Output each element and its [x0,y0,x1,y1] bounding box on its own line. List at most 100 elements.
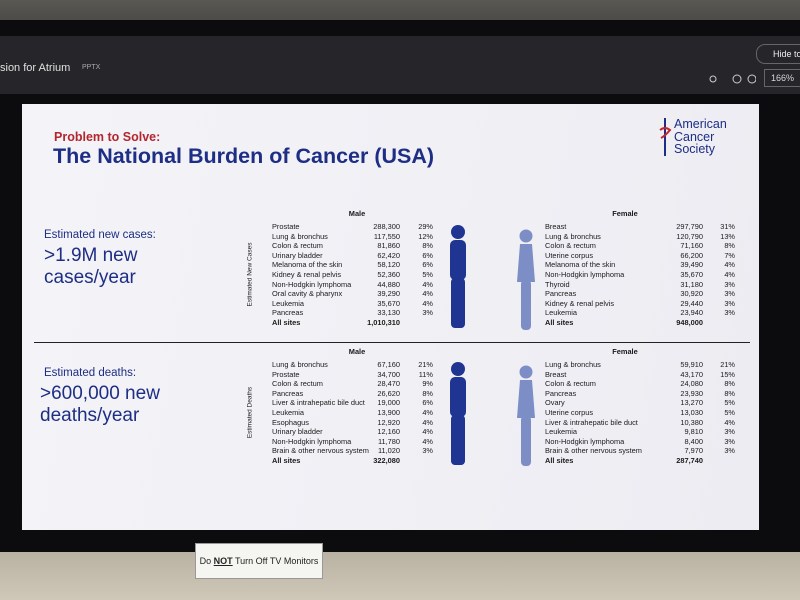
file-type: PPTX [82,64,101,71]
logo-line: Society [674,142,715,156]
hide-tools-button[interactable]: Hide too [756,44,800,64]
percent: 3% [422,308,433,318]
percent: 8% [422,241,433,251]
percent: 6% [422,260,433,270]
percent: 4% [724,270,735,279]
case-count: 71,160 [680,241,703,251]
site-name: Colon & rectum [545,241,596,251]
slide-title: The National Burden of Cancer (USA) [53,144,435,168]
case-count: 120,790 [676,231,703,241]
site-name: Non-Hodgkin lymphoma [545,436,625,446]
case-count: 11,020 [377,446,400,456]
site-name: Thyroid [545,279,570,289]
case-count: 23,930 [680,388,703,398]
case-count: 29,440 [680,298,703,308]
percent: 3% [724,289,735,299]
site-name: Colon & rectum [272,241,323,251]
sticker: Do NOT Turn Off TV Monitors [195,543,323,579]
site-name: Lung & bronchus [545,360,601,369]
case-count: 13,270 [680,398,703,408]
case-count: 52,360 [377,270,400,279]
site-name: Kidney & renal pelvis [545,298,615,308]
percent: 5% [724,398,735,408]
section-label: Estimated deaths: [44,367,137,379]
case-count: 11,780 [377,436,400,446]
percent: 3% [724,427,735,437]
site-name: Melanoma of the skin [545,260,616,270]
case-count: 67,160 [377,360,400,369]
site-name: Breast [545,369,567,379]
percent: 3% [724,308,735,318]
percent: 4% [422,298,433,308]
site-name: Breast [545,222,567,231]
case-count: 19,000 [377,398,400,408]
site-name: Pancreas [545,289,577,299]
site-name: Lung & bronchus [545,231,601,241]
case-count: 28,470 [377,379,400,389]
percent: 5% [724,408,735,417]
percent: 8% [724,388,735,398]
file-name: sion for Atrium [0,62,71,74]
case-count: 62,420 [377,250,400,260]
site-name: Prostate [272,222,300,231]
site-name: Liver & intrahepatic bile duct [545,417,638,427]
side-label: Estimated New Cases [246,242,254,307]
total-name: All sites [272,456,301,465]
case-count: 13,030 [680,408,703,417]
site-name: Uterine corpus [545,250,594,260]
case-count: 26,620 [377,388,400,398]
site-name: Non-Hodgkin lymphoma [545,270,625,279]
site-name: Lung & bronchus [272,231,328,241]
site-name: Non-Hodgkin lymphoma [272,436,352,446]
case-count: 288,300 [373,222,400,231]
case-count: 297,790 [676,222,703,231]
percent: 3% [724,446,735,456]
divider [34,342,750,343]
slide: Problem to Solve: The National Burden of… [22,104,759,530]
percent: 21% [418,360,433,369]
total-count: 1,010,310 [367,318,400,327]
zoom-box[interactable]: 166% [764,69,800,87]
button-label: Hide too [773,49,800,59]
case-count: 39,290 [377,289,400,299]
percent: 15% [720,369,735,379]
case-count: 13,900 [377,408,400,417]
site-name: Leukemia [272,408,305,417]
case-count: 44,880 [377,279,400,289]
percent: 8% [422,388,433,398]
percent: 31% [720,222,735,231]
percent: 9% [422,379,433,389]
kicker: Problem to Solve: [54,130,161,144]
column-header: Female [612,209,638,218]
percent: 4% [422,408,433,417]
percent: 21% [720,360,735,369]
total-count: 287,740 [676,456,703,465]
case-count: 35,670 [680,270,703,279]
percent: 3% [724,279,735,289]
site-name: Brain & other nervous system [272,446,369,456]
case-count: 117,550 [373,231,400,241]
column-header: Female [612,347,638,356]
sticker-text: Turn Off TV Monitors [235,556,319,566]
case-count: 58,120 [377,260,400,270]
case-count: 35,670 [377,298,400,308]
case-count: 43,170 [680,369,703,379]
logo-sword [659,118,672,156]
site-name: Brain & other nervous system [545,446,642,456]
percent: 3% [422,446,433,456]
percent: 7% [724,250,735,260]
total-name: All sites [545,456,574,465]
percent: 12% [418,231,433,241]
site-name: Ovary [545,398,565,408]
case-count: 30,920 [680,289,703,299]
case-count: 59,910 [680,360,703,369]
case-count: 24,080 [680,379,703,389]
site-name: Melanoma of the skin [272,260,343,270]
case-count: 34,700 [377,369,400,379]
site-name: Leukemia [545,308,578,318]
site-name: Lung & bronchus [272,360,328,369]
total-count: 948,000 [676,318,703,327]
column-header: Male [348,347,366,356]
case-count: 31,180 [680,279,703,289]
percent: 4% [422,427,433,437]
